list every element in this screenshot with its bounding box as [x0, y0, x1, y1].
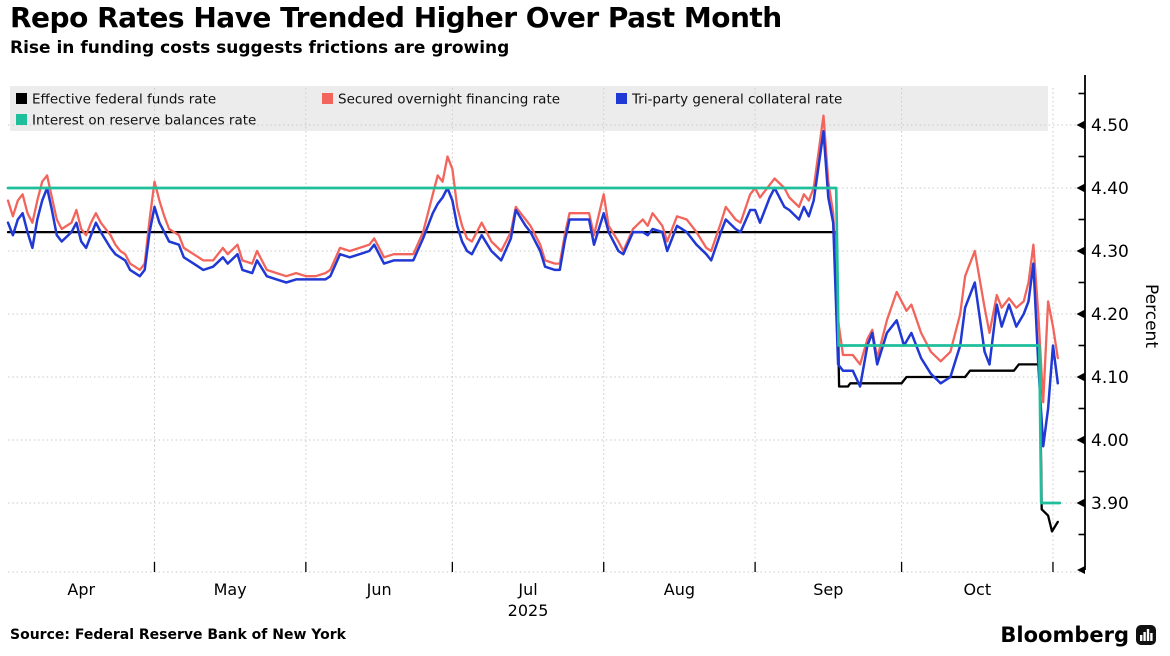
x-month-label: Apr — [67, 580, 95, 599]
y-tick-arrow-icon — [1076, 498, 1085, 508]
y-tick-arrow-icon — [1076, 183, 1085, 193]
chart-subtitle: Rise in funding costs suggests frictions… — [10, 38, 510, 58]
legend-label: Secured overnight financing rate — [338, 92, 560, 108]
y-tick-label: 4.30 — [1091, 242, 1129, 262]
y-tick-arrow-icon — [1076, 435, 1085, 445]
series-line-secured-overnight-financing-rate — [6, 114, 1059, 404]
series-line-tri-party-general-collateral-rate — [6, 130, 1060, 448]
x-month-label: Oct — [963, 580, 991, 599]
bloomberg-wordmark: Bloomberg — [1000, 623, 1129, 647]
y-tick-label: 3.90 — [1091, 494, 1129, 514]
y-tick-label: 4.40 — [1091, 179, 1129, 199]
x-month-label: May — [214, 580, 247, 599]
legend-swatch — [16, 93, 27, 104]
legend-swatch — [616, 93, 627, 104]
legend-swatch — [16, 114, 27, 125]
legend-label: Effective federal funds rate — [32, 92, 216, 108]
x-month-label: Aug — [664, 580, 695, 599]
y-tick-arrow-icon — [1076, 309, 1085, 319]
y-tick-arrow-icon — [1076, 246, 1085, 256]
y-tick-label: 4.10 — [1091, 368, 1129, 388]
legend-band — [10, 86, 1048, 131]
y-axis-end-arrow-icon — [1077, 566, 1085, 574]
series-line-interest-on-reserve-balances-rate — [6, 186, 1062, 505]
chart-title: Repo Rates Have Trended Higher Over Past… — [10, 1, 782, 34]
y-tick-label: 4.50 — [1091, 116, 1129, 136]
y-tick-label: 4.00 — [1091, 431, 1129, 451]
legend-swatch — [322, 93, 333, 104]
legend-label: Interest on reserve balances rate — [32, 113, 256, 129]
x-month-label: Jun — [366, 580, 392, 599]
bloomberg-logo: Bloomberg — [1000, 623, 1156, 647]
series-line-effective-federal-funds-rate — [6, 230, 1059, 533]
x-year-label: 2025 — [508, 601, 549, 620]
source-attribution: Source: Federal Reserve Bank of New York — [10, 627, 346, 643]
x-month-label: Sep — [813, 580, 843, 599]
y-tick-label: 4.20 — [1091, 305, 1129, 325]
x-month-label: Jul — [517, 580, 537, 599]
y-axis-title: Percent — [1141, 284, 1161, 348]
y-tick-arrow-icon — [1076, 372, 1085, 382]
y-tick-arrow-icon — [1076, 120, 1085, 130]
bloomberg-chart-icon — [1136, 625, 1156, 645]
legend-label: Tri-party general collateral rate — [631, 92, 842, 108]
